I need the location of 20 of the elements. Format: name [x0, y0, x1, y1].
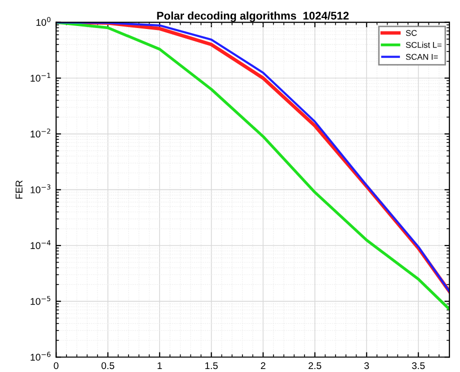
legend-label: SC	[406, 30, 417, 36]
y-tick-label: 10$^{−5}$	[30, 296, 50, 305]
y-tick-label: 10$^{−3}$	[30, 184, 50, 194]
chart-title: Polar decoding algorithms 1024/512	[157, 11, 349, 22]
legend-label: SCList L=	[406, 42, 442, 48]
x-tick-label: 2	[260, 362, 266, 370]
y-tick-label: 10$^{−2}$	[30, 128, 50, 138]
legend-label: SCAN I=	[406, 54, 438, 60]
x-tick-label: 3	[364, 362, 369, 370]
x-tick-label: 1.5	[205, 362, 218, 370]
x-tick-label: 0	[54, 362, 58, 370]
x-tick-label: 1	[158, 362, 162, 370]
y-axis-title: FER	[16, 180, 22, 199]
y-tick-label: 10$^{−1}$	[30, 72, 50, 82]
y-tick-label: 10$^{−4}$	[30, 240, 51, 250]
x-tick-label: 3.5	[412, 362, 425, 370]
y-tick-label: 10$^{0}$	[36, 16, 50, 26]
x-tick-label: 0.5	[101, 362, 114, 370]
x-tick-label: 2.5	[308, 362, 322, 370]
y-tick-label: 10$^{−6}$	[30, 352, 50, 361]
